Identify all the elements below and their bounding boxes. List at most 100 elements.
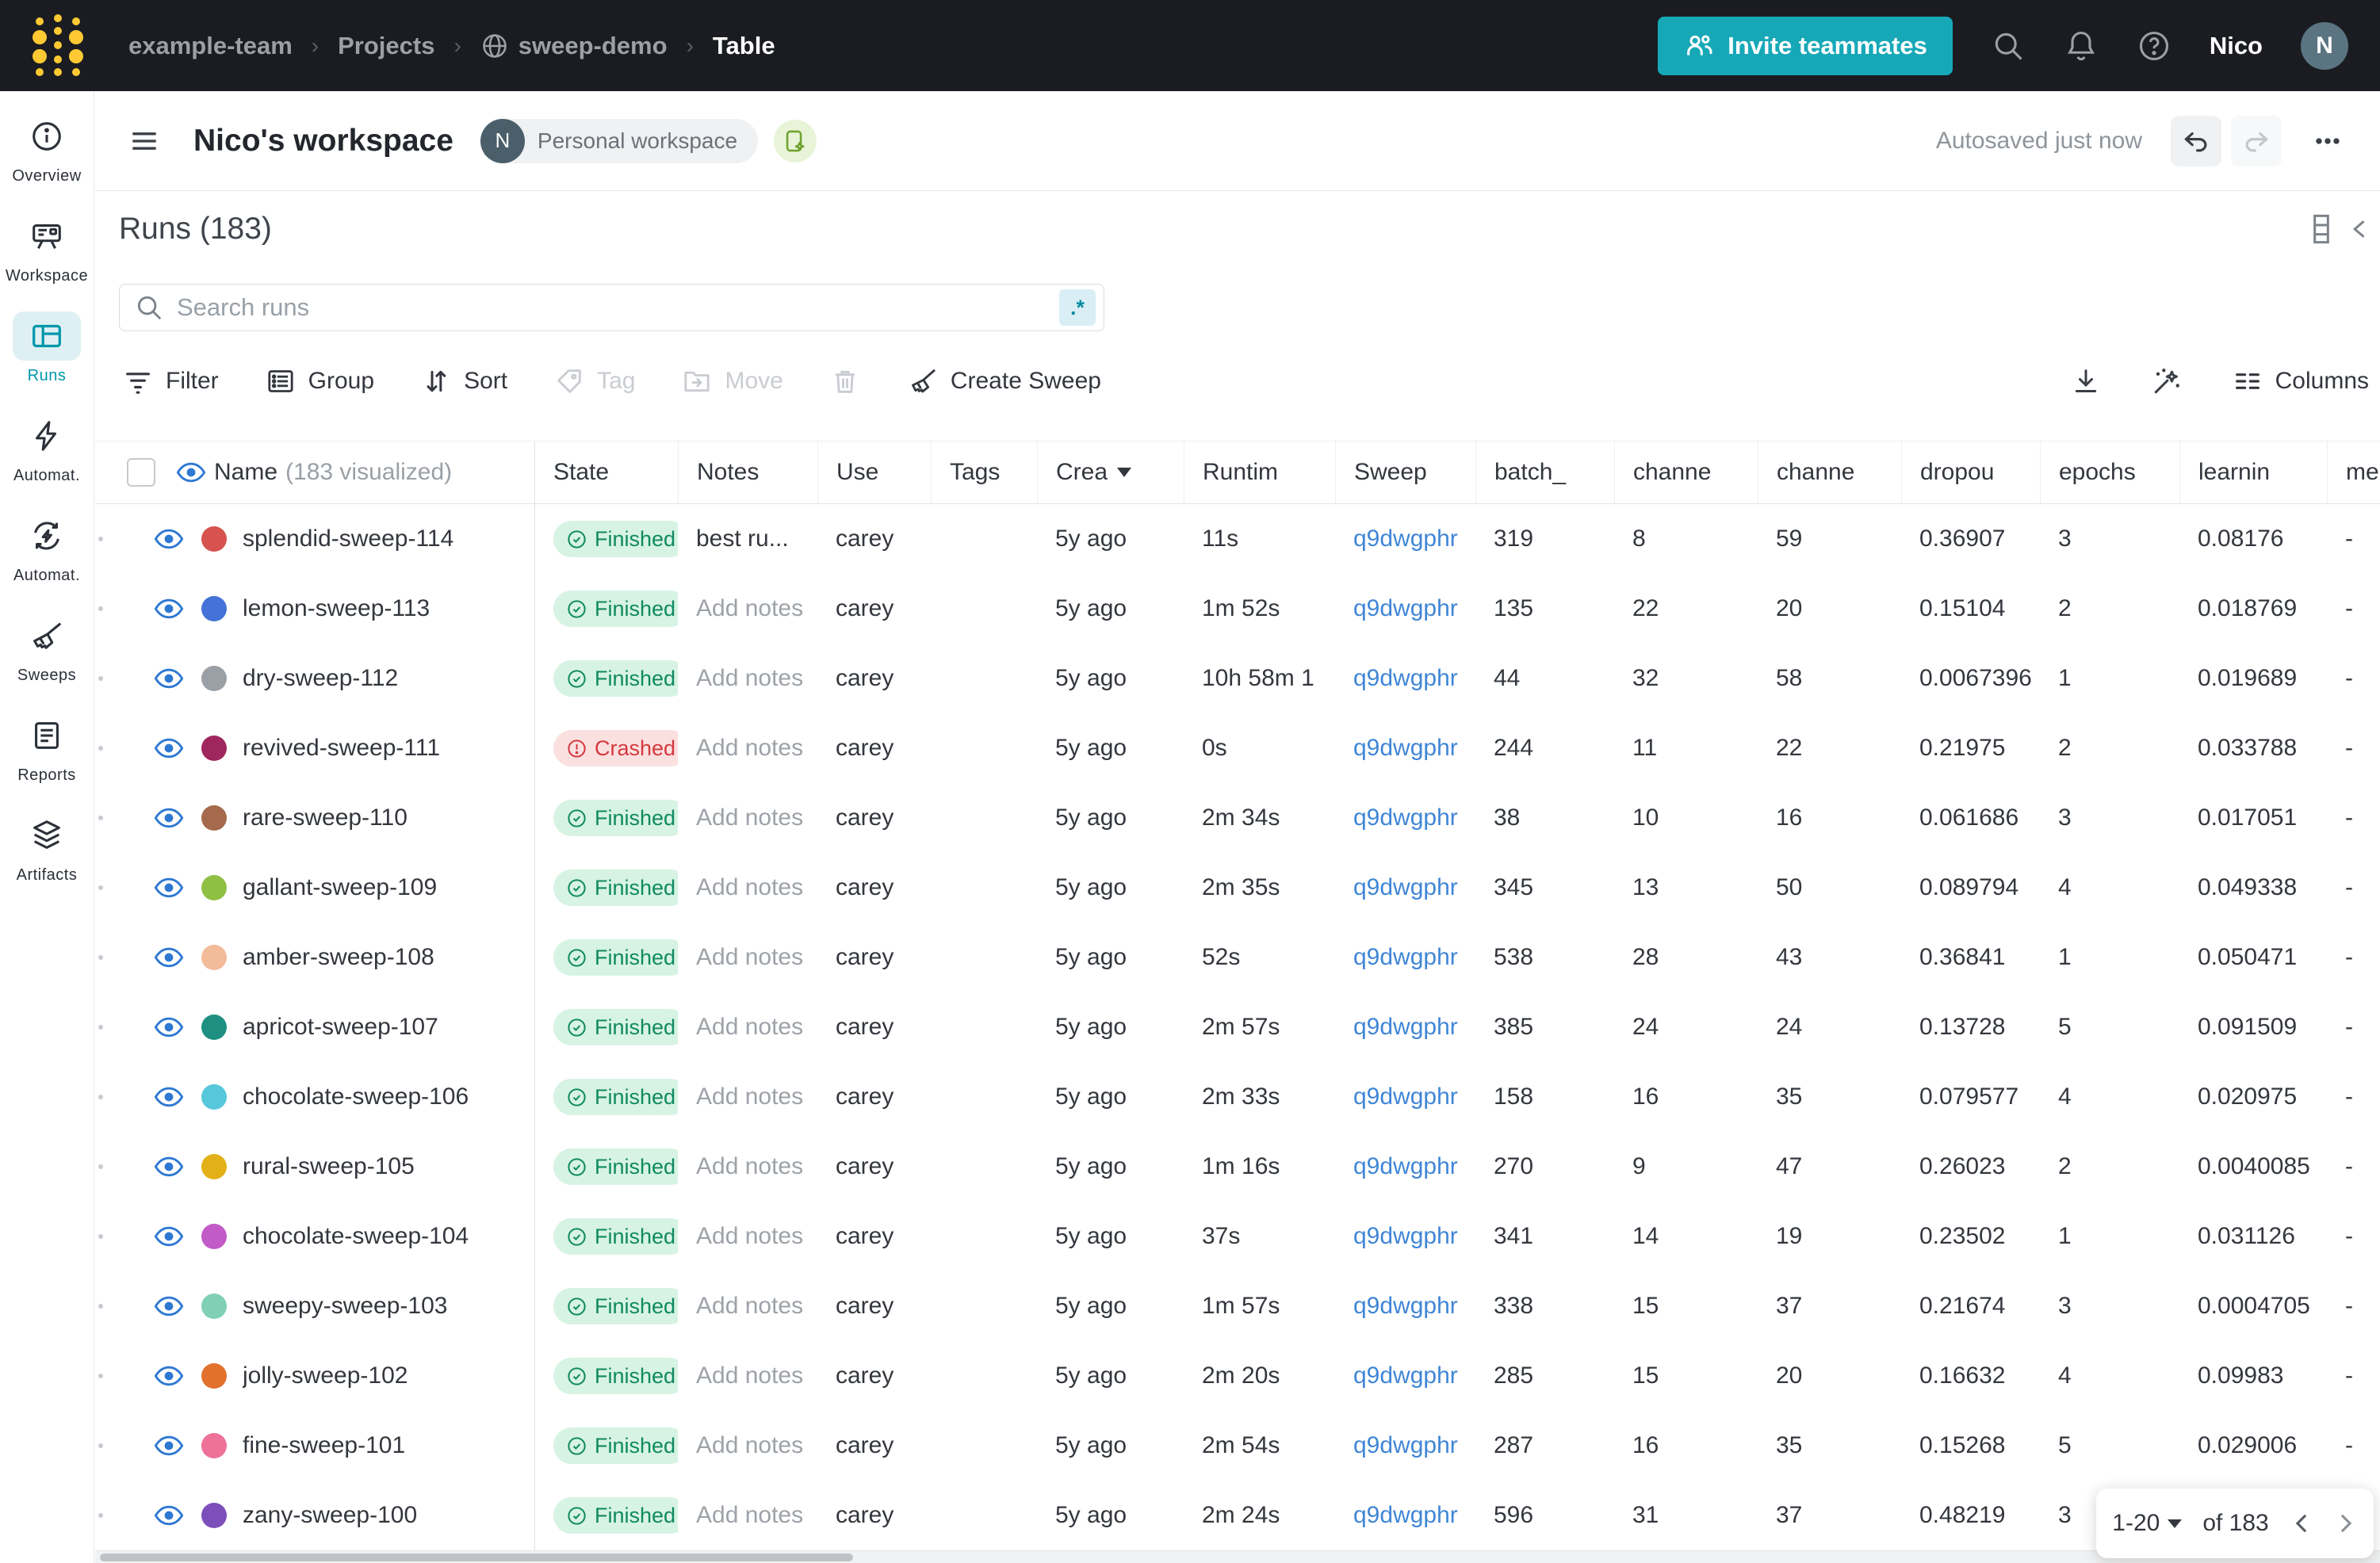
overflow-menu-icon[interactable]: [2310, 124, 2345, 159]
collapse-chevron-icon[interactable]: [2348, 213, 2369, 245]
drag-handle-icon[interactable]: [98, 1025, 103, 1030]
column-header-channels-one[interactable]: channe: [1614, 441, 1758, 503]
sweep-link[interactable]: q9dwgphr: [1353, 1432, 1458, 1458]
notes-field[interactable]: Add notes: [696, 665, 804, 691]
workspace-title[interactable]: Nico's workspace: [193, 123, 453, 158]
notes-field[interactable]: Add notes: [696, 1293, 804, 1319]
drag-handle-icon[interactable]: [98, 537, 103, 541]
drag-handle-icon[interactable]: [98, 1234, 103, 1239]
run-name-link[interactable]: apricot-sweep-107: [243, 1014, 438, 1040]
breadcrumb-project[interactable]: sweep-demo: [480, 32, 668, 60]
notifications-bell-icon[interactable]: [2064, 29, 2099, 63]
notes-field[interactable]: Add notes: [696, 1362, 804, 1389]
breadcrumb-team[interactable]: example-team: [128, 31, 293, 59]
visibility-eye-icon[interactable]: [154, 1365, 184, 1387]
visibility-eye-icon[interactable]: [154, 528, 184, 550]
next-page-button[interactable]: [2334, 1510, 2358, 1537]
drag-handle-icon[interactable]: [98, 676, 103, 681]
sweep-link[interactable]: q9dwgphr: [1353, 1293, 1458, 1319]
visibility-eye-icon[interactable]: [154, 1016, 184, 1038]
visibility-eye-icon[interactable]: [154, 1435, 184, 1457]
hamburger-menu-icon[interactable]: [127, 124, 162, 159]
sweep-link[interactable]: q9dwgphr: [1353, 1362, 1458, 1389]
visibility-eye-icon[interactable]: [176, 461, 206, 483]
drag-handle-icon[interactable]: [98, 1513, 103, 1518]
notes-field[interactable]: Add notes: [696, 735, 804, 761]
sidebar-item-sweeps[interactable]: Sweeps: [0, 611, 94, 685]
visibility-eye-icon[interactable]: [154, 737, 184, 759]
sidebar-item-jobs[interactable]: Automat.: [0, 411, 94, 485]
breadcrumb-table[interactable]: Table: [712, 31, 775, 59]
visibility-eye-icon[interactable]: [154, 1156, 184, 1178]
redo-button[interactable]: [2231, 115, 2282, 166]
avatar[interactable]: N: [2301, 21, 2348, 70]
column-header-state[interactable]: State: [553, 459, 610, 485]
notes-field[interactable]: Add notes: [696, 1432, 804, 1458]
run-name-link[interactable]: chocolate-sweep-106: [243, 1083, 469, 1110]
visibility-eye-icon[interactable]: [154, 1504, 184, 1527]
personal-workspace-badge[interactable]: N Personal workspace: [480, 118, 759, 163]
visibility-eye-icon[interactable]: [154, 1295, 184, 1317]
column-header-tags[interactable]: Tags: [931, 441, 1037, 503]
run-name-link[interactable]: chocolate-sweep-104: [243, 1223, 469, 1249]
visibility-eye-icon[interactable]: [154, 946, 184, 969]
column-header-notes[interactable]: Notes: [678, 441, 817, 503]
notes-field[interactable]: Add notes: [696, 1153, 804, 1179]
run-name-link[interactable]: zany-sweep-100: [243, 1502, 418, 1528]
drag-handle-icon[interactable]: [98, 816, 103, 820]
previous-page-button[interactable]: [2290, 1510, 2313, 1537]
drag-handle-icon[interactable]: [98, 606, 103, 611]
sweep-link[interactable]: q9dwgphr: [1353, 665, 1458, 691]
undo-button[interactable]: [2171, 115, 2221, 166]
page-size-dropdown[interactable]: 1-20: [2112, 1510, 2183, 1537]
notes-field[interactable]: Add notes: [696, 1502, 804, 1528]
clean-workspace-icon[interactable]: [774, 119, 817, 162]
run-name-link[interactable]: jolly-sweep-102: [243, 1362, 408, 1389]
drag-handle-icon[interactable]: [98, 1095, 103, 1099]
visibility-eye-icon[interactable]: [154, 667, 184, 690]
move-button[interactable]: Move: [681, 365, 783, 397]
regex-toggle-button[interactable]: .*: [1059, 289, 1096, 326]
notes-field[interactable]: Add notes: [696, 1014, 804, 1040]
run-name-link[interactable]: rare-sweep-110: [243, 804, 408, 831]
sweep-link[interactable]: q9dwgphr: [1353, 1502, 1458, 1528]
sweep-link[interactable]: q9dwgphr: [1353, 735, 1458, 761]
group-button[interactable]: Group: [265, 365, 374, 397]
run-name-link[interactable]: rural-sweep-105: [243, 1153, 415, 1179]
run-name-link[interactable]: amber-sweep-108: [243, 944, 434, 970]
horizontal-scrollbar-thumb[interactable]: [100, 1553, 853, 1561]
columns-button[interactable]: Columns: [2232, 365, 2369, 397]
wandb-logo-icon[interactable]: [32, 10, 84, 82]
sidebar-item-reports[interactable]: Reports: [0, 711, 94, 785]
column-header-epochs[interactable]: epochs: [2040, 441, 2179, 503]
sweep-link[interactable]: q9dwgphr: [1353, 1014, 1458, 1040]
visibility-eye-icon[interactable]: [154, 1225, 184, 1248]
search-runs-input[interactable]: [177, 293, 1059, 322]
invite-teammates-button[interactable]: Invite teammates: [1658, 16, 1953, 75]
notes-field[interactable]: Add notes: [696, 874, 804, 900]
create-sweep-button[interactable]: Create Sweep: [907, 365, 1101, 397]
sort-button[interactable]: Sort: [420, 365, 507, 397]
drag-handle-icon[interactable]: [98, 955, 103, 960]
notes-field[interactable]: Add notes: [696, 1223, 804, 1249]
column-header-batch-size[interactable]: batch_: [1475, 441, 1614, 503]
column-header-channels-two[interactable]: channe: [1758, 441, 1901, 503]
drag-handle-icon[interactable]: [98, 1164, 103, 1169]
sweep-link[interactable]: q9dwgphr: [1353, 1153, 1458, 1179]
sweep-link[interactable]: q9dwgphr: [1353, 595, 1458, 621]
column-header-name[interactable]: Name: [214, 459, 278, 485]
breadcrumb-projects[interactable]: Projects: [338, 31, 435, 59]
sidebar-item-automations[interactable]: Automat.: [0, 511, 94, 585]
drag-handle-icon[interactable]: [98, 746, 103, 751]
notes-field[interactable]: Add notes: [696, 1083, 804, 1110]
run-name-link[interactable]: revived-sweep-111: [243, 735, 441, 761]
run-name-link[interactable]: splendid-sweep-114: [243, 525, 454, 552]
column-header-runtime[interactable]: Runtim: [1184, 441, 1335, 503]
sweep-link[interactable]: q9dwgphr: [1353, 874, 1458, 900]
help-icon[interactable]: [2137, 29, 2171, 63]
visibility-eye-icon[interactable]: [154, 598, 184, 620]
notes-field[interactable]: Add notes: [696, 595, 804, 621]
delete-button[interactable]: [829, 365, 861, 397]
run-name-link[interactable]: fine-sweep-101: [243, 1432, 406, 1458]
sweep-link[interactable]: q9dwgphr: [1353, 804, 1458, 831]
